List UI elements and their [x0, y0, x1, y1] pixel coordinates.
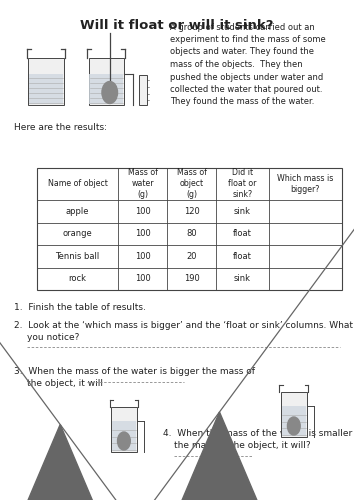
Text: float: float	[233, 252, 252, 260]
Text: Tennis ball: Tennis ball	[56, 252, 100, 260]
Text: you notice?: you notice?	[27, 332, 79, 342]
Text: orange: orange	[63, 229, 92, 238]
Bar	[88, 58, 124, 105]
Text: Which mass is
bigger?: Which mass is bigger?	[277, 174, 333, 194]
Bar	[112, 421, 136, 450]
Text: rock: rock	[69, 274, 87, 283]
Text: the object, it will: the object, it will	[27, 380, 105, 388]
Bar	[28, 58, 64, 105]
Bar	[110, 407, 137, 452]
Bar	[281, 392, 307, 437]
Text: the mass of the object, it will?: the mass of the object, it will?	[174, 442, 311, 450]
Text: 190: 190	[184, 274, 200, 283]
Text: 100: 100	[135, 206, 150, 216]
Polygon shape	[2, 424, 119, 500]
Bar	[139, 75, 147, 105]
Text: 2.  Look at the ‘which mass is bigger’ and the ‘float or sink’ columns. What do: 2. Look at the ‘which mass is bigger’ an…	[14, 322, 354, 330]
Text: Mass of
object
(g): Mass of object (g)	[177, 168, 207, 200]
Text: sink: sink	[234, 206, 251, 216]
Text: 120: 120	[184, 206, 200, 216]
Text: 100: 100	[135, 274, 150, 283]
Text: 100: 100	[135, 229, 150, 238]
Circle shape	[287, 417, 300, 435]
Text: 4.  When the mass of the water is smaller: 4. When the mass of the water is smaller	[163, 430, 352, 438]
Bar	[89, 74, 123, 104]
Text: Name of object: Name of object	[48, 179, 108, 188]
Text: float: float	[233, 229, 252, 238]
Text: Mass of
water
(g): Mass of water (g)	[127, 168, 158, 200]
Text: Here are the results:: Here are the results:	[14, 122, 107, 132]
Text: 20: 20	[187, 252, 197, 260]
Circle shape	[118, 432, 130, 450]
Bar	[29, 74, 63, 104]
Text: A group of students carried out an
experiment to find the mass of some
objects a: A group of students carried out an exper…	[170, 22, 326, 106]
Bar	[37, 168, 342, 290]
Text: 100: 100	[135, 252, 150, 260]
Text: 1.  Finish the table of results.: 1. Finish the table of results.	[14, 302, 146, 312]
Text: Will it float or will it sink?: Will it float or will it sink?	[80, 19, 274, 32]
Text: sink: sink	[234, 274, 251, 283]
Polygon shape	[166, 412, 273, 500]
Bar	[281, 406, 306, 436]
Circle shape	[102, 82, 118, 104]
Text: 80: 80	[187, 229, 197, 238]
Text: Did it
float or
sink?: Did it float or sink?	[228, 168, 257, 200]
Text: 3.  When the mass of the water is bigger the mass of: 3. When the mass of the water is bigger …	[14, 368, 255, 376]
Text: apple: apple	[66, 206, 89, 216]
